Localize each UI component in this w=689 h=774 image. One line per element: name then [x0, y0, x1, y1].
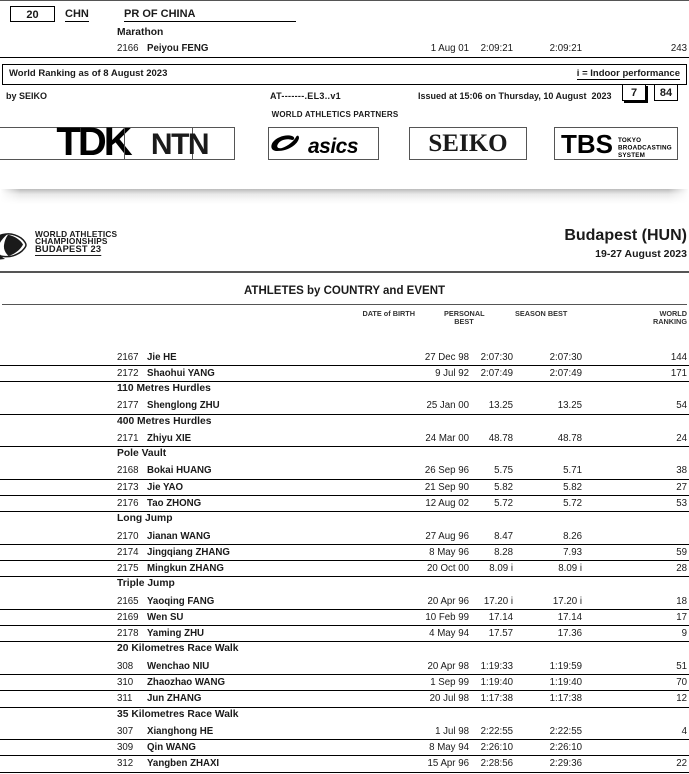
svg-text:BROADCASTING: BROADCASTING: [618, 145, 672, 152]
svg-text:TOKYO: TOKYO: [618, 137, 641, 144]
svg-text:TBS: TBS: [561, 129, 613, 159]
svg-text:SYSTEM: SYSTEM: [618, 152, 645, 159]
svg-text:asics: asics: [308, 135, 358, 158]
svg-text:TDK: TDK: [56, 120, 132, 164]
